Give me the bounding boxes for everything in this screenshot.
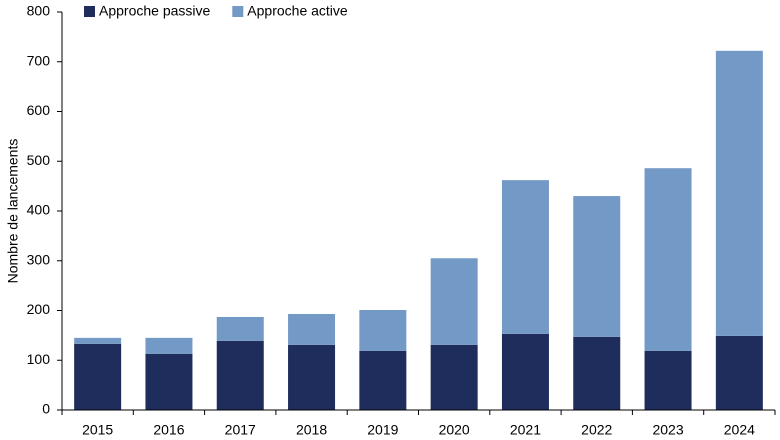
bar-segment <box>74 343 122 410</box>
x-tick-label: 2015 <box>82 422 113 438</box>
bar-segment <box>288 313 336 345</box>
bar-segment <box>501 180 549 334</box>
x-tick-label: 2023 <box>652 422 683 438</box>
legend-label: Approche active <box>247 3 348 19</box>
bar-segment <box>216 340 264 410</box>
y-tick-label: 500 <box>27 152 51 168</box>
bar-segment <box>216 316 264 341</box>
y-tick-label: 200 <box>27 301 51 317</box>
bar-segment <box>715 335 763 410</box>
bar-segment <box>644 168 692 351</box>
y-axis-label: Nombre de lancements <box>5 139 21 284</box>
bar-segment <box>145 337 193 354</box>
legend-swatch <box>232 6 244 17</box>
y-tick-label: 0 <box>42 401 50 417</box>
bar-segment <box>359 350 407 410</box>
y-tick-label: 700 <box>27 52 51 68</box>
bar-segment <box>74 337 122 344</box>
bar-segment <box>573 196 621 337</box>
x-tick-label: 2020 <box>439 422 470 438</box>
bar-segment <box>573 336 621 410</box>
bar-segment <box>288 344 336 410</box>
x-tick-label: 2019 <box>367 422 398 438</box>
bar-segment <box>430 258 478 345</box>
y-tick-label: 400 <box>27 202 51 218</box>
x-tick-label: 2021 <box>510 422 541 438</box>
bar-segment <box>145 353 193 410</box>
bar-segment <box>359 310 407 351</box>
bar-segment <box>644 350 692 410</box>
y-tick-label: 600 <box>27 102 51 118</box>
bar-segment <box>715 50 763 336</box>
x-tick-label: 2016 <box>153 422 184 438</box>
y-tick-label: 100 <box>27 351 51 367</box>
bar-segment <box>501 333 549 410</box>
x-tick-label: 2022 <box>581 422 612 438</box>
x-tick-label: 2024 <box>724 422 755 438</box>
x-tick-label: 2018 <box>296 422 327 438</box>
legend-swatch <box>84 6 95 17</box>
y-tick-label: 300 <box>27 251 51 267</box>
y-tick-label: 800 <box>27 3 51 19</box>
x-tick-label: 2017 <box>225 422 256 438</box>
legend-label: Approche passive <box>99 3 211 19</box>
bar-segment <box>430 344 478 410</box>
